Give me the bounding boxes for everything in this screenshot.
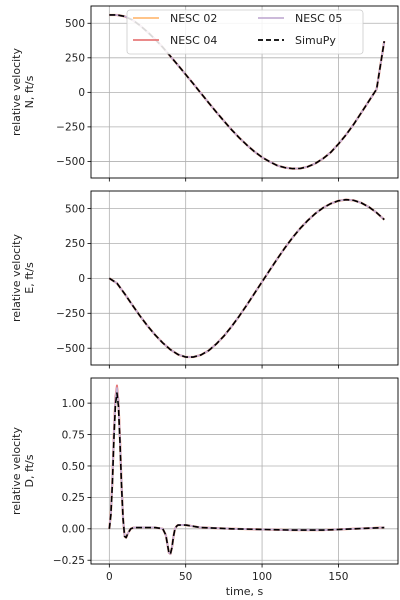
panel-2: −500 −250 0 250 500 relative velocityE, ft/s [10, 190, 399, 369]
legend-label: NESC 04 [170, 34, 217, 47]
series-line-simupy [109, 14, 386, 170]
y-axis-label: relative velocityD, ft/s [10, 427, 36, 515]
y-tick-label: 0.25 [62, 492, 85, 504]
x-tick-label: 150 [328, 571, 348, 583]
y-axis-label: relative velocityE, ft/s [10, 234, 36, 322]
legend: NESC 02 NESC 04 NESC 05 SimuPy [126, 9, 364, 55]
series-line-simupy [108, 392, 385, 555]
y-tick-label: −500 [56, 156, 85, 168]
y-tick-label: 250 [65, 238, 85, 250]
x-tick-label: 100 [252, 571, 272, 583]
y-tick-label: 500 [65, 203, 85, 215]
x-tick-label: 50 [179, 571, 192, 583]
y-axis-label: relative velocityN, ft/s [10, 48, 36, 136]
legend-label: NESC 02 [170, 12, 217, 25]
panel-3: 0 50 100 150 −0.25 0.00 0.25 0.50 0.75 1.00 relati… [10, 377, 399, 598]
y-tick-label: 0 [78, 273, 85, 285]
legend-box [126, 9, 364, 55]
y-tick-label: 1.00 [62, 398, 85, 410]
y-tick-label: 0.00 [62, 524, 85, 536]
x-axis-label: time, s [226, 585, 264, 598]
series-line-simupy [108, 198, 385, 358]
panel-1: −500 −250 0 250 500 relative velocityN, ft/s N… [10, 5, 399, 182]
y-tick-label: 0.75 [62, 429, 85, 441]
y-tick-label: 500 [65, 18, 85, 30]
y-tick-label: −0.25 [53, 555, 85, 567]
x-tick-label: 0 [106, 571, 113, 583]
y-tick-label: 0 [78, 87, 85, 99]
y-tick-label: −250 [56, 308, 85, 320]
legend-label: NESC 05 [295, 12, 342, 25]
y-tick-label: −250 [56, 122, 85, 134]
axes-frame [90, 377, 399, 565]
y-tick-label: −500 [56, 343, 85, 355]
y-tick-label: 250 [65, 53, 85, 65]
legend-label: SimuPy [295, 34, 336, 47]
y-tick-label: 0.50 [62, 461, 85, 473]
